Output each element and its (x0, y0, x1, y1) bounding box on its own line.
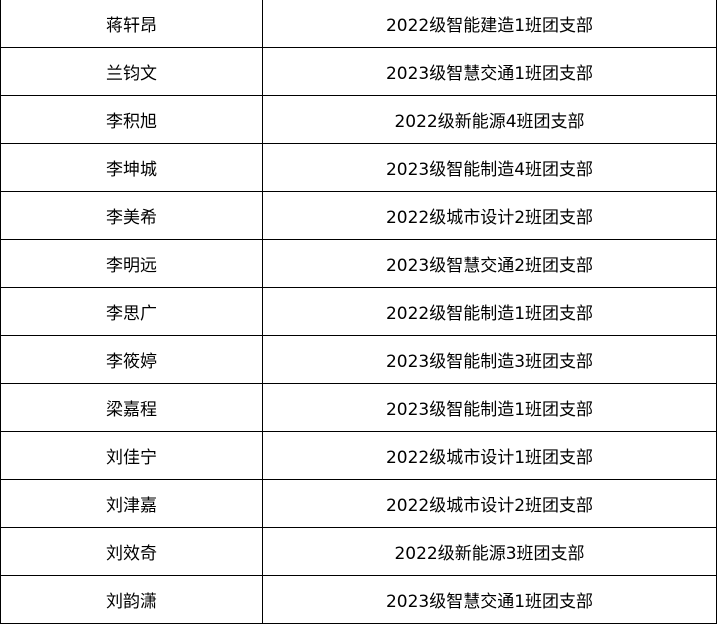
table-row: 李积旭 2022级新能源4班团支部 (0, 95, 717, 144)
branch-cell: 2022级新能源3班团支部 (262, 527, 717, 576)
table-row: 刘佳宁 2022级城市设计1班团支部 (0, 431, 717, 480)
table-row: 李筱婷 2023级智能制造3班团支部 (0, 335, 717, 384)
branch-cell: 2023级智慧交通2班团支部 (262, 239, 717, 288)
branch-cell: 2023级智能制造4班团支部 (262, 143, 717, 192)
branch-cell: 2022级城市设计2班团支部 (262, 191, 717, 240)
name-cell: 刘效奇 (0, 527, 263, 576)
table-row: 蒋轩昂 2022级智能建造1班团支部 (0, 0, 717, 48)
table-row: 刘韵潇 2023级智慧交通1班团支部 (0, 575, 717, 624)
branch-cell: 2023级智慧交通1班团支部 (262, 47, 717, 96)
branch-cell: 2022级新能源4班团支部 (262, 95, 717, 144)
branch-cell: 2023级智能制造1班团支部 (262, 383, 717, 432)
table-row: 李明远 2023级智慧交通2班团支部 (0, 239, 717, 288)
table-row: 李思广 2022级智能制造1班团支部 (0, 287, 717, 336)
name-cell: 兰钧文 (0, 47, 263, 96)
table-row: 梁嘉程 2023级智能制造1班团支部 (0, 383, 717, 432)
name-cell: 李明远 (0, 239, 263, 288)
name-cell: 李积旭 (0, 95, 263, 144)
table-row: 刘津嘉 2022级城市设计2班团支部 (0, 479, 717, 528)
table-row: 刘效奇 2022级新能源3班团支部 (0, 527, 717, 576)
name-cell: 李思广 (0, 287, 263, 336)
name-cell: 刘韵潇 (0, 575, 263, 624)
table-row: 兰钧文 2023级智慧交通1班团支部 (0, 47, 717, 96)
table-row: 李坤城 2023级智能制造4班团支部 (0, 143, 717, 192)
branch-cell: 2023级智能制造3班团支部 (262, 335, 717, 384)
branch-cell: 2022级城市设计2班团支部 (262, 479, 717, 528)
branch-cell: 2022级智能建造1班团支部 (262, 0, 717, 48)
name-cell: 李美希 (0, 191, 263, 240)
name-cell: 蒋轩昂 (0, 0, 263, 48)
name-cell: 刘佳宁 (0, 431, 263, 480)
name-cell: 李坤城 (0, 143, 263, 192)
name-cell: 梁嘉程 (0, 383, 263, 432)
branch-cell: 2023级智慧交通1班团支部 (262, 575, 717, 624)
name-cell: 刘津嘉 (0, 479, 263, 528)
branch-cell: 2022级城市设计1班团支部 (262, 431, 717, 480)
name-cell: 李筱婷 (0, 335, 263, 384)
branch-cell: 2022级智能制造1班团支部 (262, 287, 717, 336)
table-row: 李美希 2022级城市设计2班团支部 (0, 191, 717, 240)
